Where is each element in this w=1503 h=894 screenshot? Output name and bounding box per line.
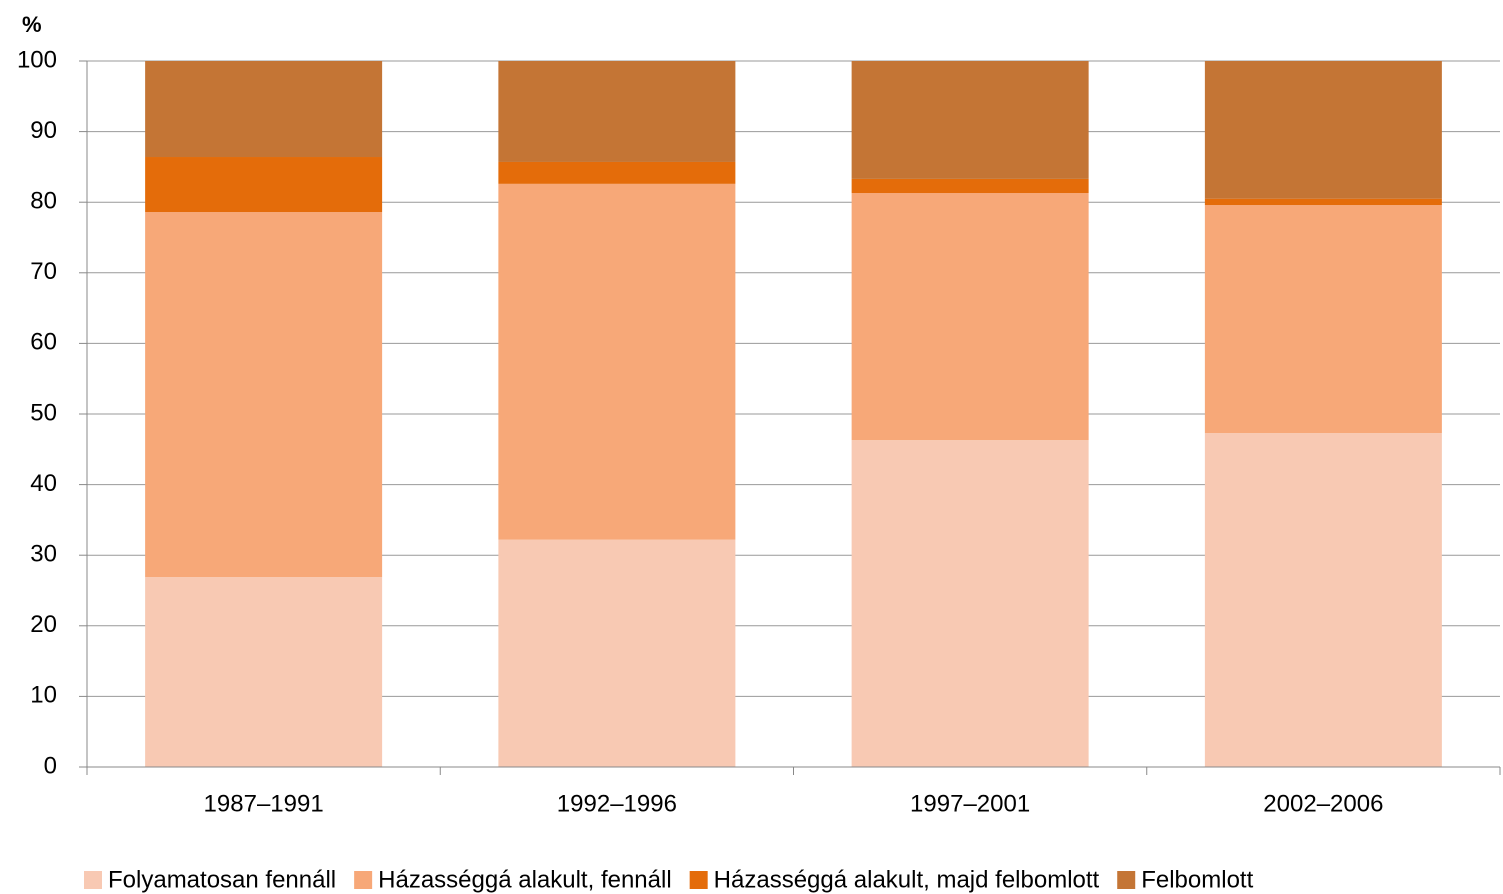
x-tick-label: 1992–1996 — [557, 790, 677, 817]
bar-segment — [1204, 205, 1442, 434]
y-tick-label: 90 — [30, 117, 57, 144]
y-tick-label: 0 — [44, 752, 57, 779]
bar-segment — [145, 157, 383, 213]
legend-swatch — [1117, 871, 1136, 889]
y-tick-label: 40 — [30, 470, 57, 497]
bar-segment — [498, 183, 736, 540]
bar-segment — [851, 178, 1089, 194]
legend-swatch — [689, 871, 708, 889]
bar-segment — [851, 61, 1089, 179]
bar-segment — [145, 61, 383, 158]
legend-swatch — [354, 871, 373, 889]
bar-segment — [145, 577, 383, 767]
y-tick-label: 70 — [30, 258, 57, 285]
y-axis-label: % — [22, 12, 42, 37]
bar-segment — [498, 61, 736, 162]
legend-label: Felbomlott — [1141, 866, 1253, 893]
y-tick-label: 80 — [30, 188, 57, 215]
bar-segment — [851, 440, 1089, 767]
legend-label: Házasséggá alakult, majd felbomlott — [714, 866, 1100, 893]
bar-segment — [1204, 433, 1442, 767]
y-tick-label: 60 — [30, 329, 57, 356]
y-tick-label: 50 — [30, 399, 57, 426]
bar-segment — [851, 193, 1089, 441]
bar-segment — [498, 161, 736, 184]
legend-label: Házasséggá alakult, fennáll — [378, 866, 672, 893]
bar-segment — [1204, 198, 1442, 206]
y-tick-label: 20 — [30, 611, 57, 638]
bar-segment — [145, 212, 383, 578]
y-tick-label: 30 — [30, 541, 57, 568]
bar-segment — [1204, 61, 1442, 199]
bar-segment — [498, 539, 736, 767]
x-tick-label: 1987–1991 — [204, 790, 324, 817]
legend-label: Folyamatosan fennáll — [108, 866, 336, 893]
y-tick-label: 10 — [30, 682, 57, 709]
x-tick-label: 2002–2006 — [1263, 790, 1383, 817]
legend-swatch — [84, 871, 102, 889]
y-tick-label: 100 — [17, 46, 57, 73]
x-tick-label: 1997–2001 — [910, 790, 1030, 817]
